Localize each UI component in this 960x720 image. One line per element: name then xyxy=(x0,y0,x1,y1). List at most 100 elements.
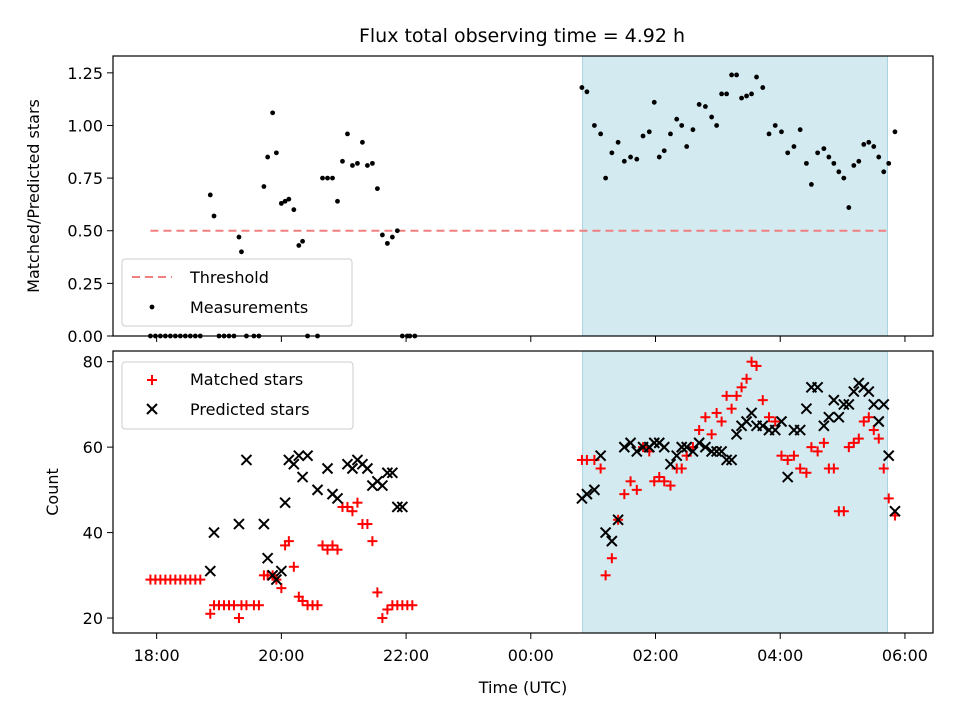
marker-stroke xyxy=(293,449,305,462)
series-predicted-stars xyxy=(204,377,901,586)
legend-measurements-label: Measurements xyxy=(190,298,308,317)
data-point xyxy=(288,561,299,572)
data-point xyxy=(715,445,728,458)
y-tick-label: 0.00 xyxy=(67,327,103,346)
data-point xyxy=(282,198,288,204)
data-point xyxy=(276,583,287,594)
marker-stroke xyxy=(258,518,270,530)
data-point xyxy=(350,163,355,168)
legend-matched-swatch xyxy=(147,375,157,385)
marker-stroke xyxy=(699,441,712,453)
data-point xyxy=(714,123,720,128)
data-point xyxy=(843,398,855,411)
data-point xyxy=(873,433,884,444)
data-point xyxy=(658,441,670,453)
data-point xyxy=(684,144,690,149)
data-point xyxy=(270,573,283,586)
x-tick-label: 20:00 xyxy=(258,646,304,665)
marker-stroke xyxy=(833,411,845,423)
data-point xyxy=(283,536,294,547)
data-point xyxy=(881,169,887,175)
data-point xyxy=(791,144,797,149)
data-point xyxy=(233,613,244,624)
legend-matched-label: Matched stars xyxy=(190,370,303,389)
y-tick-label: 0.75 xyxy=(67,169,103,188)
data-point xyxy=(288,458,300,470)
data-point xyxy=(779,129,784,135)
data-point xyxy=(300,238,305,244)
data-point xyxy=(320,175,325,181)
marker-stroke xyxy=(794,424,806,436)
bottom-panel: 20 40 60 80 18:00 20:00 22:00 00:00 02:00 04:00 06… xyxy=(43,350,934,697)
marker-stroke xyxy=(581,488,593,500)
data-point xyxy=(204,565,216,577)
data-point xyxy=(396,501,409,513)
data-point xyxy=(595,463,606,474)
data-point xyxy=(711,407,722,418)
data-point xyxy=(760,85,766,90)
marker-stroke xyxy=(301,449,314,462)
marker-stroke xyxy=(208,526,220,539)
data-point xyxy=(615,139,621,145)
marker-stroke xyxy=(838,398,850,411)
marker-stroke xyxy=(321,462,334,475)
series-matched-stars xyxy=(145,356,900,624)
data-point xyxy=(376,479,389,492)
data-point xyxy=(384,240,390,246)
marker-stroke xyxy=(331,492,344,505)
data-point xyxy=(312,600,323,611)
data-point xyxy=(588,484,601,496)
marker-stroke xyxy=(705,445,718,458)
data-point xyxy=(800,402,813,415)
marker-stroke xyxy=(878,398,890,411)
y-tick-label: 0.50 xyxy=(67,222,103,241)
data-point xyxy=(851,163,857,168)
data-point xyxy=(838,398,850,411)
marker-stroke xyxy=(769,424,781,436)
data-point xyxy=(809,182,814,187)
marker-stroke xyxy=(740,415,753,428)
data-point xyxy=(352,497,363,508)
data-point xyxy=(278,200,284,206)
data-point xyxy=(806,442,817,453)
marker-stroke xyxy=(687,445,699,458)
data-point xyxy=(661,148,667,154)
marker-stroke xyxy=(843,398,855,411)
data-point xyxy=(325,175,330,181)
marker-stroke xyxy=(648,437,660,449)
data-point xyxy=(776,450,787,461)
data-point xyxy=(823,411,835,423)
marker-stroke xyxy=(828,394,840,406)
data-point xyxy=(236,234,242,240)
marker-stroke xyxy=(381,467,394,479)
data-point xyxy=(394,228,400,234)
highlight-span xyxy=(582,350,888,634)
data-point xyxy=(889,505,901,517)
data-point xyxy=(381,467,394,479)
marker-stroke xyxy=(296,471,309,483)
data-point xyxy=(279,496,291,509)
top-panel: 0.00 0.25 0.50 0.75 1.00 1.25 Matched/Predicte… xyxy=(24,55,934,346)
x-tick-label: 18:00 xyxy=(134,646,180,665)
data-point xyxy=(731,390,742,401)
data-point xyxy=(826,154,832,160)
marker-stroke xyxy=(675,441,688,453)
x-tick-label: 04:00 xyxy=(757,646,803,665)
data-point xyxy=(871,144,877,149)
series-measurements xyxy=(148,72,898,339)
data-point xyxy=(886,160,892,166)
y-tick-label: 40 xyxy=(83,524,103,543)
data-point xyxy=(745,407,758,419)
data-point xyxy=(407,600,418,611)
data-point xyxy=(878,398,890,411)
data-point xyxy=(618,441,631,453)
marker-stroke xyxy=(311,484,324,496)
data-point xyxy=(211,213,217,219)
data-point xyxy=(892,129,898,135)
data-point xyxy=(195,574,206,585)
marker-stroke xyxy=(599,526,612,539)
data-point xyxy=(205,608,216,619)
data-point xyxy=(740,415,753,428)
data-point xyxy=(606,553,617,564)
marker-stroke xyxy=(848,385,860,398)
